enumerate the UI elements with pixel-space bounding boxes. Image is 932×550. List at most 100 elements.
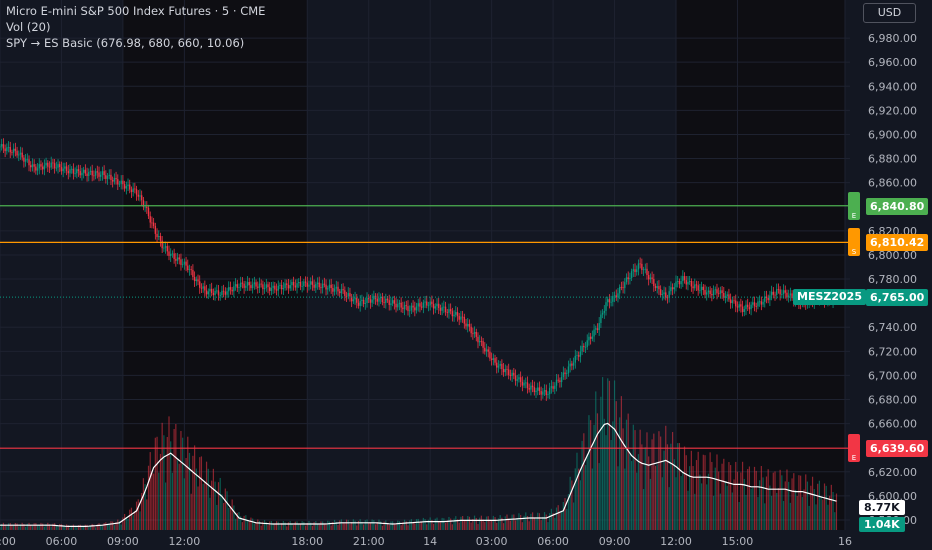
volume-bar bbox=[135, 501, 138, 530]
candle-body bbox=[712, 290, 715, 296]
time-tick-label: 15:00 bbox=[722, 535, 754, 548]
time-tick-label: 14 bbox=[423, 535, 437, 548]
volume-bar bbox=[571, 480, 573, 530]
volume-bar bbox=[175, 424, 177, 530]
candle-body bbox=[91, 170, 93, 176]
volume-bar bbox=[383, 521, 385, 530]
volume-bar bbox=[93, 524, 95, 530]
volume-bar bbox=[21, 522, 23, 530]
price-axis-labels: 6,980.00 6,960.00 6,940.00 6,920.00 6,900.00… bbox=[868, 32, 917, 527]
level-flag-lower-red[interactable]: E bbox=[848, 434, 860, 463]
volume-bar bbox=[625, 419, 628, 530]
candle-body bbox=[395, 303, 397, 308]
candle-body bbox=[618, 286, 621, 294]
candle-body bbox=[170, 253, 172, 256]
candle-body bbox=[419, 303, 421, 307]
candle-body bbox=[538, 387, 541, 392]
candle-body bbox=[292, 281, 295, 286]
candle-body bbox=[301, 286, 303, 287]
candle-body bbox=[212, 292, 215, 296]
volume-bar bbox=[801, 497, 803, 530]
volume-bar bbox=[550, 508, 552, 530]
volume-bar bbox=[141, 492, 143, 530]
level-flag-orange[interactable]: S bbox=[848, 228, 860, 257]
volume-bar bbox=[583, 433, 585, 530]
candle-body bbox=[738, 304, 740, 308]
volume-bar bbox=[817, 483, 819, 530]
candle-body bbox=[82, 169, 85, 173]
volume-bar bbox=[520, 514, 522, 530]
candle-body bbox=[504, 369, 506, 373]
candle-body bbox=[199, 281, 201, 288]
level-flag-upper-green[interactable]: E bbox=[848, 191, 860, 220]
volume-indicator-label[interactable]: Vol (20) bbox=[6, 20, 51, 34]
candle-body bbox=[434, 306, 437, 309]
volume-bar bbox=[574, 468, 576, 530]
candle-body bbox=[569, 363, 571, 367]
volume-bar bbox=[525, 512, 527, 530]
candle-body bbox=[439, 308, 442, 311]
volume-bar bbox=[496, 522, 498, 530]
volume-bar bbox=[112, 521, 114, 530]
volume-bar bbox=[149, 452, 151, 530]
currency-button[interactable]: USD bbox=[863, 3, 916, 23]
candle-body bbox=[248, 282, 250, 286]
time-tick-label: 18:00 bbox=[291, 535, 323, 548]
candle-body bbox=[603, 310, 606, 313]
candle-body bbox=[740, 304, 742, 307]
candle-body bbox=[654, 285, 657, 289]
candle-body bbox=[38, 164, 40, 169]
candle-body bbox=[554, 385, 556, 389]
volume-bar bbox=[36, 525, 39, 530]
volume-bar bbox=[782, 500, 785, 530]
volume-bar bbox=[253, 523, 255, 530]
volume-bar bbox=[554, 517, 556, 530]
candle-body bbox=[398, 302, 401, 305]
volume-bar bbox=[393, 524, 395, 530]
volume-bar bbox=[453, 518, 455, 530]
candle-body bbox=[354, 297, 356, 300]
candle-body bbox=[682, 276, 684, 282]
candle-body bbox=[782, 290, 785, 295]
volume-bar bbox=[330, 525, 332, 530]
level-tag-orange: 6,810.42 bbox=[866, 234, 929, 252]
volume-bar bbox=[25, 526, 27, 530]
candle-body bbox=[260, 283, 262, 285]
candle-body bbox=[328, 284, 331, 289]
candle-body bbox=[596, 328, 599, 331]
candle-body bbox=[589, 336, 592, 339]
instrument-title[interactable]: Micro E-mini S&P 500 Index Futures · 5 ·… bbox=[6, 4, 266, 18]
volume-bar bbox=[567, 494, 570, 530]
candle-body bbox=[741, 306, 744, 312]
volume-bar bbox=[313, 522, 315, 530]
candle-body bbox=[581, 345, 583, 352]
volume-bar bbox=[654, 465, 657, 530]
symbol-tag: MESZ2025 bbox=[793, 289, 866, 306]
candle-body bbox=[274, 285, 276, 290]
candle-body bbox=[422, 302, 425, 308]
candle-body bbox=[378, 298, 380, 302]
volume-bar bbox=[409, 520, 411, 530]
volume-bar bbox=[537, 512, 539, 530]
volume-bar bbox=[340, 519, 343, 530]
candle-body bbox=[393, 300, 396, 304]
volume-bar bbox=[789, 502, 791, 530]
volume-bar bbox=[287, 522, 290, 530]
candle-body bbox=[760, 301, 763, 305]
price-tick-label: 6,700.00 bbox=[868, 369, 917, 382]
candle-body bbox=[728, 294, 730, 300]
candle-body bbox=[311, 281, 314, 285]
volume-bar bbox=[178, 463, 180, 530]
volume-bar bbox=[240, 516, 242, 530]
volume-bar bbox=[791, 478, 793, 530]
volume-bar bbox=[723, 458, 725, 530]
candle-body bbox=[613, 295, 616, 297]
volume-bar bbox=[813, 489, 815, 530]
volume-bar bbox=[815, 504, 817, 530]
volume-bar bbox=[629, 452, 631, 530]
volume-bar bbox=[808, 505, 810, 530]
candle-body bbox=[53, 163, 56, 169]
volume-bar bbox=[294, 521, 296, 530]
spy-es-indicator-label[interactable]: SPY → ES Basic (676.98, 680, 660, 10.06) bbox=[6, 36, 245, 50]
